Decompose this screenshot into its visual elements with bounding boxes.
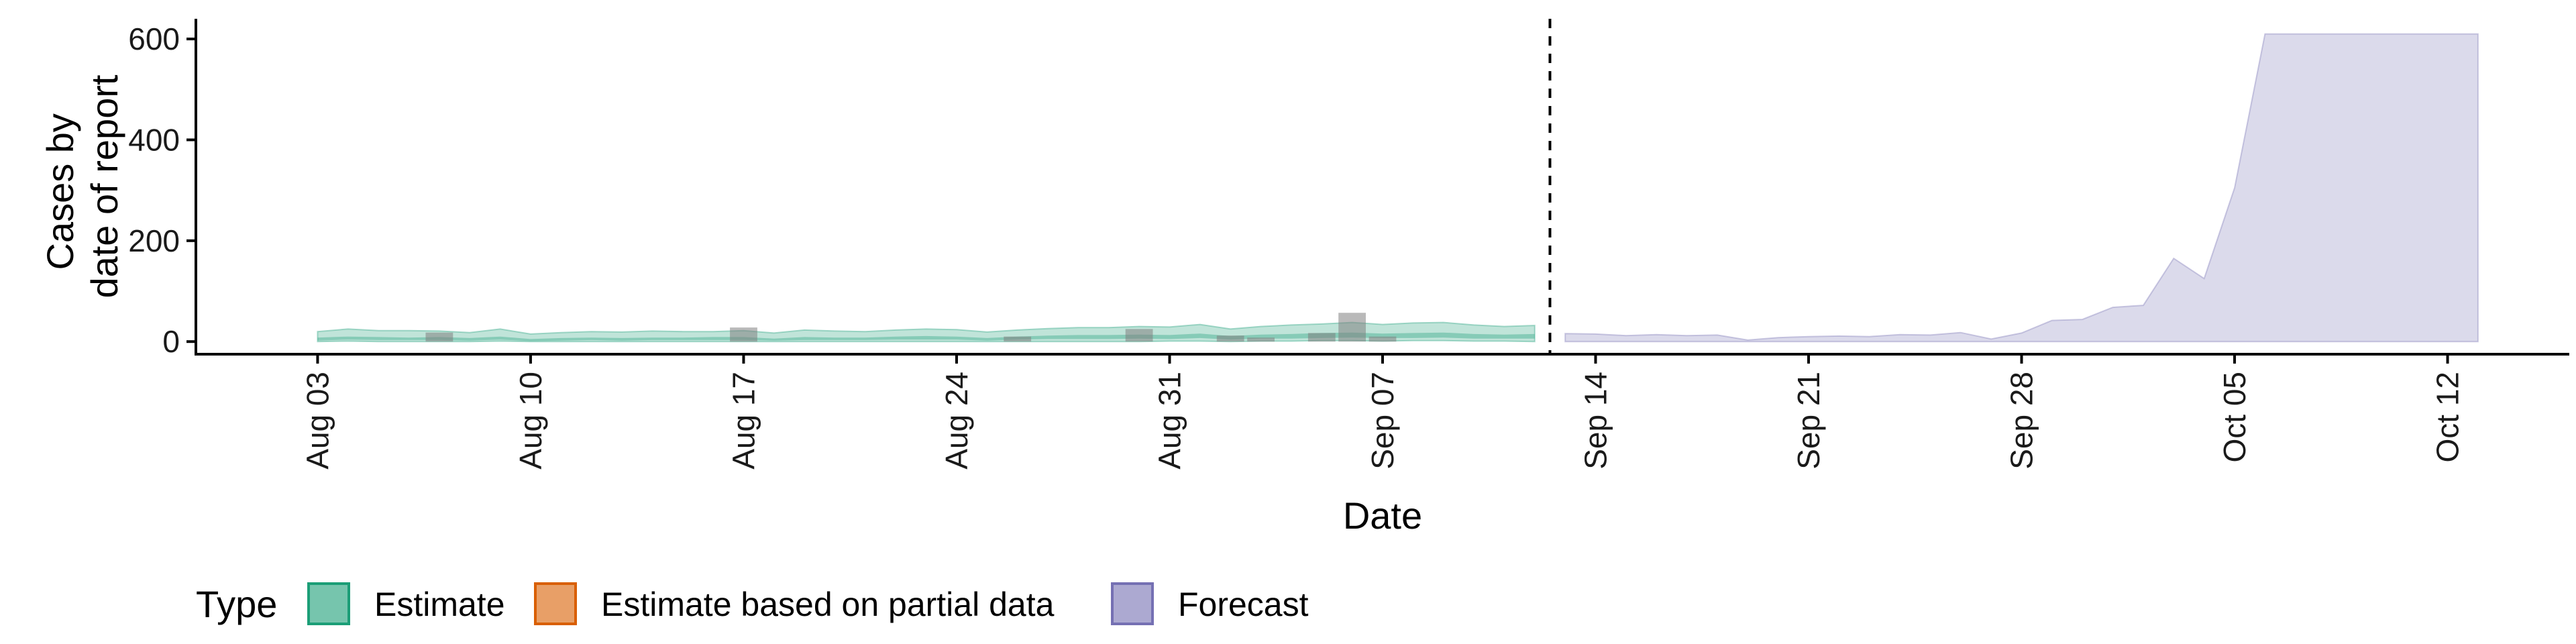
x-tick-label: Oct 05 — [2217, 372, 2252, 463]
observed-bar-layer — [425, 313, 1397, 342]
observed-bar — [1125, 329, 1153, 342]
x-axis-title: Date — [1343, 494, 1422, 537]
legend-label: Estimate — [374, 586, 505, 623]
y-tick-label: 0 — [162, 324, 180, 359]
y-axis-ticks: 0 200 400 600 — [128, 21, 196, 359]
x-tick-label: Aug 24 — [939, 372, 974, 470]
legend-swatch-estimate-based-on-partial-data — [534, 582, 577, 625]
observed-bar — [1338, 313, 1366, 342]
x-tick-label: Aug 17 — [726, 372, 761, 470]
observed-bar — [1247, 337, 1275, 342]
observed-bar — [1216, 335, 1244, 342]
observed-bar — [1307, 333, 1336, 342]
x-tick-label: Aug 10 — [513, 372, 548, 470]
x-tick-label: Sep 21 — [1791, 372, 1826, 470]
x-axis-ticks: Aug 03 Aug 10 Aug 17 Aug 24 Aug 31 Sep 07 Sep … — [300, 354, 2465, 470]
observed-bar — [1368, 336, 1397, 342]
y-tick-label: 600 — [128, 21, 180, 56]
x-tick-label: Oct 12 — [2430, 372, 2465, 463]
legend: Type Estimate Estimate based on partial d… — [196, 582, 1309, 625]
y-axis-title-line-2: date of report — [83, 74, 125, 299]
x-tick-label: Aug 31 — [1152, 372, 1187, 470]
observed-bar — [730, 327, 757, 342]
legend-title: Type — [196, 583, 277, 625]
legend-swatch-estimate — [307, 582, 350, 625]
x-tick-label: Sep 28 — [2004, 372, 2039, 470]
x-tick-label: Aug 03 — [300, 372, 335, 470]
x-tick-label: Sep 07 — [1365, 372, 1400, 470]
observed-bar — [425, 332, 453, 342]
legend-label: Estimate based on partial data — [601, 586, 1055, 623]
forecast-ribbon-90 — [1564, 33, 2479, 343]
ribbon-layer — [317, 33, 2479, 343]
y-axis-title: Cases by date of report — [39, 74, 125, 299]
observed-bar — [1004, 336, 1032, 342]
legend-label: Forecast — [1178, 586, 1309, 623]
y-tick-label: 200 — [128, 223, 180, 258]
legend-swatch-forecast — [1111, 582, 1154, 625]
y-tick-label: 400 — [128, 122, 180, 157]
x-tick-label: Sep 14 — [1578, 372, 1613, 470]
y-axis-title-line-1: Cases by — [39, 113, 81, 270]
